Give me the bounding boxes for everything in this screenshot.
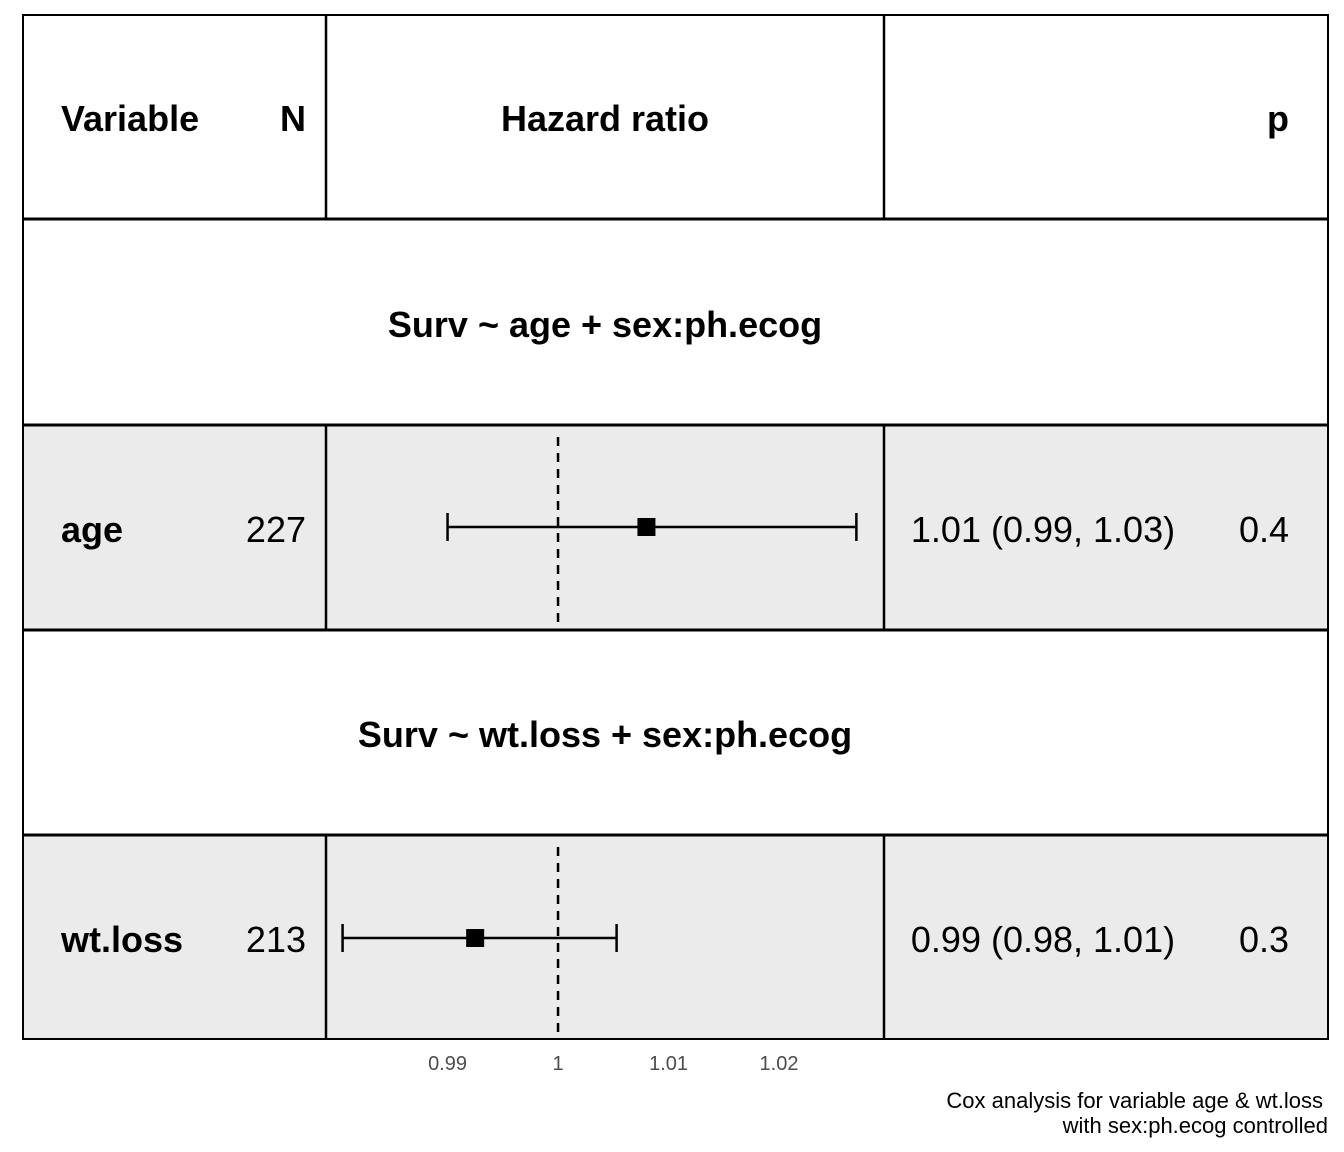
row-age-estimate: 1.01 (0.99, 1.03) [911, 509, 1175, 550]
group2-formula: Surv ~ wt.loss + sex:ph.ecog [358, 714, 852, 755]
group2-title-bg [23, 630, 1328, 835]
row-wtloss-bg [23, 835, 1328, 1039]
x-axis-ticks: 0.99 1 1.01 1.02 [428, 1053, 798, 1075]
group1-title-bg [23, 219, 1328, 425]
x-tick-label: 1.02 [760, 1053, 799, 1075]
row-wtloss-p: 0.3 [1239, 919, 1289, 960]
caption-line-1: Cox analysis for variable age & wt.loss [946, 1088, 1323, 1113]
header-hazard-ratio: Hazard ratio [501, 98, 709, 139]
x-tick-label: 0.99 [428, 1053, 467, 1075]
header-n: N [280, 98, 306, 139]
group1-formula: Surv ~ age + sex:ph.ecog [388, 304, 822, 345]
point-estimate-wt-loss [466, 929, 485, 947]
caption-line-2: with sex:ph.ecog controlled [1062, 1113, 1328, 1138]
plot-marks [341, 437, 858, 1039]
row-wtloss-n: 213 [246, 919, 306, 960]
header-p: p [1267, 98, 1289, 139]
point-estimate-age [637, 518, 656, 536]
row-age-variable: age [61, 509, 123, 550]
row-wtloss-variable: wt.loss [60, 919, 183, 960]
table-border [22, 14, 1329, 1040]
x-tick-label: 1 [552, 1053, 563, 1075]
row-wtloss-estimate: 0.99 (0.98, 1.01) [911, 919, 1175, 960]
row-age-n: 227 [246, 509, 306, 550]
header-variable: Variable [61, 98, 199, 139]
row-age-p: 0.4 [1239, 509, 1289, 550]
x-tick-label: 1.01 [649, 1053, 688, 1075]
header-row-bg [23, 15, 1328, 219]
